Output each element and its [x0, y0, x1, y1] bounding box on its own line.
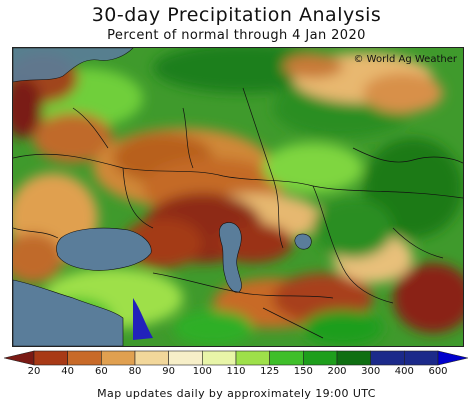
- legend-swatch: [134, 350, 169, 366]
- map-title: 30-day Precipitation Analysis: [91, 4, 382, 26]
- map-subtitle: Percent of normal through 4 Jan 2020: [107, 28, 366, 43]
- legend-swatch: [67, 350, 102, 366]
- legend-tick-label: 600: [428, 366, 448, 377]
- aral-sea: [294, 233, 312, 250]
- legend-swatch: [269, 350, 304, 366]
- legend-swatch: [303, 350, 338, 366]
- copyright-label: © World Ag Weather: [354, 54, 458, 65]
- legend-swatch: [235, 350, 270, 366]
- legend-tick-label: 60: [94, 366, 108, 377]
- color-legend-bar: [4, 350, 468, 366]
- baltic-sea: [13, 48, 134, 83]
- legend-tick-label: 20: [27, 366, 41, 377]
- legend-swatch: [168, 350, 203, 366]
- legend-tick-label: 200: [327, 366, 347, 377]
- legend-tick-label: 400: [394, 366, 414, 377]
- legend-swatch: [33, 350, 68, 366]
- water-bodies: [13, 48, 312, 346]
- legend-arrow-high: [437, 350, 468, 366]
- legend-tick-label: 150: [293, 366, 313, 377]
- legend-tick-label: 80: [128, 366, 142, 377]
- legend-tick-label: 40: [61, 366, 75, 377]
- precipitation-map: © World Ag Weather: [12, 47, 464, 347]
- legend-swatch: [202, 350, 237, 366]
- mediterranean-sea: [13, 279, 124, 346]
- red-sea-wet-area: [133, 298, 153, 340]
- footer-note: Map updates daily by approximately 19:00…: [97, 387, 376, 400]
- legend-tick-label: 300: [361, 366, 381, 377]
- map-canvas: © World Ag Weather: [13, 48, 463, 346]
- black-sea: [56, 227, 152, 271]
- legend-tick-label: 125: [260, 366, 280, 377]
- legend-tick-label: 110: [226, 366, 246, 377]
- legend-swatch: [336, 350, 371, 366]
- legend-arrow-low: [4, 350, 35, 366]
- legend-swatch: [404, 350, 439, 366]
- legend-tick-label: 90: [162, 366, 176, 377]
- country-borders: [13, 87, 463, 339]
- legend-tick-label: 100: [192, 366, 212, 377]
- color-legend-ticks: 20 40 60 80 90 100 110 125 150 200 300 400 600: [0, 366, 473, 380]
- legend-swatch: [370, 350, 405, 366]
- legend-swatch: [101, 350, 136, 366]
